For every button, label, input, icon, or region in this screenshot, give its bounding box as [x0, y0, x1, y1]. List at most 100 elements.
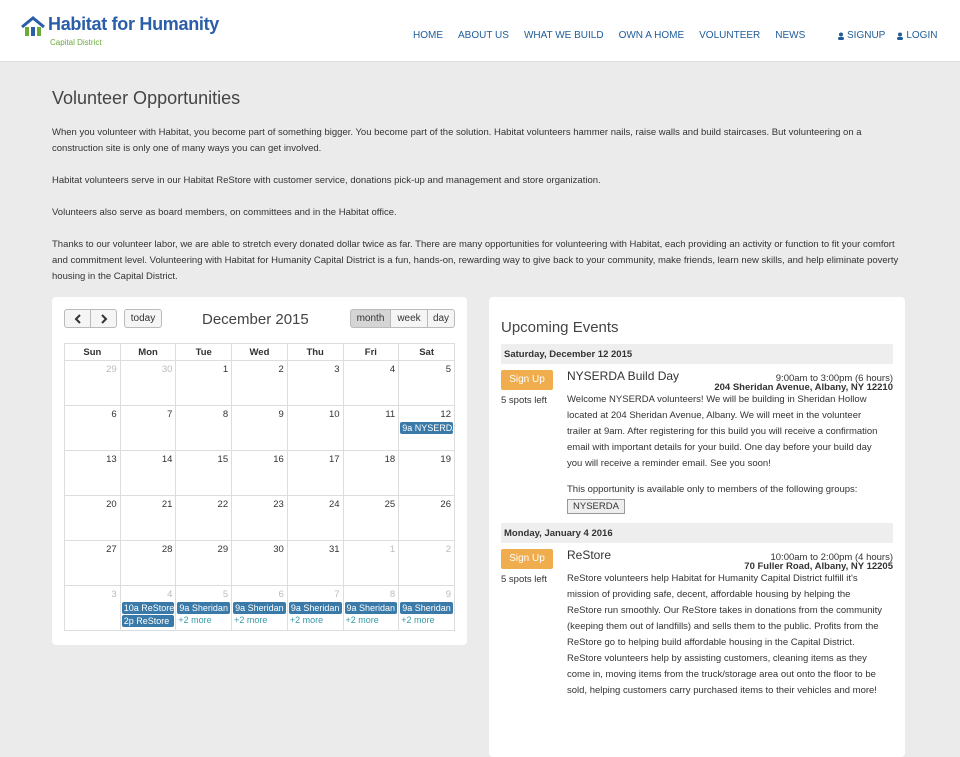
day-cell[interactable]: 8 9a Sheridan +2 more [342, 585, 400, 631]
calendar-event[interactable]: 9a Sheridan [400, 602, 453, 614]
day-cell[interactable]: 29 [175, 540, 233, 586]
day-cell[interactable]: 19 [398, 450, 455, 496]
day-cell[interactable]: 5 [398, 360, 455, 406]
day-cell[interactable]: 1 [175, 360, 233, 406]
day-number: 16 [273, 454, 284, 465]
day-cell[interactable]: 18 [342, 450, 400, 496]
day-cell[interactable]: 27 [64, 540, 121, 586]
paragraph: Habitat volunteers serve in our Habitat … [52, 175, 601, 186]
week-row: 6 7 8 9 10 11 12 9a NYSERDA [64, 405, 455, 451]
day-cell[interactable]: 12 9a NYSERDA [398, 405, 455, 451]
more-link[interactable]: +2 more [234, 615, 268, 625]
nav-link[interactable]: WHAT WE BUILD [523, 30, 604, 41]
day-number: 8 [389, 589, 396, 600]
day-cell[interactable]: 22 [175, 495, 233, 541]
day-cell[interactable]: 7 9a Sheridan +2 more [286, 585, 344, 631]
icon [897, 32, 904, 40]
signup-button[interactable]: Sign Up [501, 370, 553, 390]
day-cell[interactable]: 17 [286, 450, 344, 496]
today-button[interactable]: today [124, 309, 162, 328]
day-number: 30 [273, 544, 284, 555]
content: Volunteer Opportunities When you voluntee… [52, 88, 907, 301]
day-cell[interactable]: 3 [64, 585, 121, 631]
prev-button[interactable] [64, 309, 91, 328]
day-cell[interactable]: 8 [175, 405, 233, 451]
nav-link[interactable]: HOME [413, 30, 443, 41]
day-cell[interactable]: 30 [231, 540, 288, 586]
calendar-event[interactable]: 9a Sheridan [233, 602, 286, 614]
nav-link[interactable]: ABOUT US [458, 30, 509, 41]
day-cell[interactable]: 6 [64, 405, 121, 451]
main-nav: HOME ABOUT US WHAT WE BUILD OWN A HOME VOLUN… [413, 30, 805, 41]
day-cell[interactable]: 11 [342, 405, 400, 451]
day-number: 5 [222, 589, 229, 600]
day-cell[interactable]: 4 [342, 360, 400, 406]
spots-left: 5 spots left [501, 395, 547, 406]
day-number: 13 [106, 454, 117, 465]
day-number: 5 [445, 364, 451, 375]
nav-link[interactable]: VOLUNTEER [699, 30, 761, 41]
view-button[interactable]: week [390, 309, 428, 328]
signup-button[interactable]: Sign Up [501, 549, 553, 569]
day-cell[interactable]: 29 [64, 360, 121, 406]
nav-link[interactable]: NEWS [775, 30, 806, 41]
day-number: 29 [217, 544, 229, 555]
day-cell[interactable]: 31 [286, 540, 344, 586]
day-number: 25 [384, 499, 396, 510]
day-number: 20 [106, 499, 117, 510]
day-cell[interactable]: 24 [286, 495, 344, 541]
user-link-text: LOGIN [906, 30, 938, 41]
day-cell[interactable]: 9 9a Sheridan +2 more [398, 585, 455, 631]
day-cell[interactable]: 9 [231, 405, 288, 451]
more-link[interactable]: +2 more [178, 615, 212, 625]
day-cell[interactable]: 23 [231, 495, 288, 541]
spots-left: 5 spots left [501, 574, 547, 585]
day-number: 11 [385, 409, 396, 420]
user-link[interactable]: SIGNUP [837, 30, 885, 41]
day-cell[interactable]: 16 [231, 450, 288, 496]
logo-subtitle: Capital District [50, 38, 102, 47]
day-cell[interactable]: 30 [119, 360, 177, 406]
day-cell[interactable]: 15 [175, 450, 233, 496]
day-cell[interactable]: 25 [342, 495, 400, 541]
day-cell[interactable]: 2 [398, 540, 455, 586]
calendar-event[interactable]: 9a Sheridan [344, 602, 398, 614]
more-link[interactable]: +2 more [401, 615, 435, 625]
paragraph: Thanks to our volunteer labor, we are ab… [52, 239, 899, 282]
day-cell[interactable]: 21 [119, 495, 177, 541]
day-cell[interactable]: 28 [119, 540, 177, 586]
day-cell[interactable]: 4 10a ReStore 2p ReStore [119, 585, 177, 631]
next-button[interactable] [90, 309, 117, 328]
day-cell[interactable]: 5 9a Sheridan +2 more [175, 585, 233, 631]
day-cell[interactable]: 26 [398, 495, 455, 541]
upcoming-panel: Upcoming Events Saturday, December 12 201… [489, 297, 905, 757]
calendar-event[interactable]: 9a Sheridan [288, 602, 342, 614]
day-number: 6 [111, 409, 117, 420]
day-number: 2 [445, 544, 451, 555]
event-address: 204 Sheridan Avenue, Albany, NY 12210 [714, 382, 893, 393]
day-number: 7 [167, 409, 173, 420]
day-cell[interactable]: 3 [286, 360, 344, 406]
day-cell[interactable]: 6 9a Sheridan +2 more [231, 585, 288, 631]
calendar-title: December 2015 [202, 311, 309, 328]
calendar-event[interactable]: 10a ReStore [121, 602, 175, 614]
calendar-event[interactable]: 9a NYSERDA [400, 422, 453, 434]
view-button[interactable]: day [427, 309, 455, 328]
view-button[interactable]: month [350, 309, 391, 328]
day-cell[interactable]: 7 [119, 405, 177, 451]
day-cell[interactable]: 14 [119, 450, 177, 496]
more-link[interactable]: +2 more [345, 615, 379, 625]
day-cell[interactable]: 10 [286, 405, 344, 451]
nav-link[interactable]: OWN A HOME [618, 30, 685, 41]
day-number: 4 [167, 589, 173, 600]
group-note: This opportunity is available only to me… [567, 484, 858, 495]
day-cell[interactable]: 20 [64, 495, 121, 541]
user-link[interactable]: LOGIN [896, 30, 937, 41]
day-cell[interactable]: 13 [64, 450, 121, 496]
calendar-event[interactable]: 2p ReStore [121, 615, 175, 627]
day-cell[interactable]: 2 [231, 360, 288, 406]
calendar-panel: today December 2015 month week day Sun Mon Tue W… [52, 297, 467, 645]
more-link[interactable]: +2 more [289, 615, 324, 625]
day-cell[interactable]: 1 [342, 540, 400, 586]
calendar-event[interactable]: 9a Sheridan [177, 602, 231, 614]
